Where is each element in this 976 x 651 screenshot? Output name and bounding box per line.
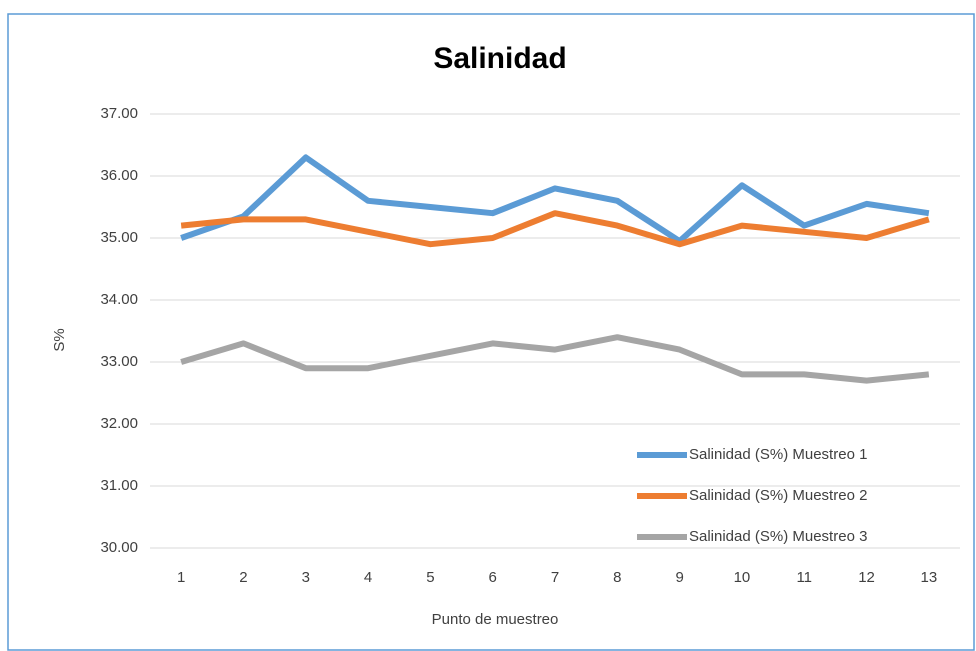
x-tick-label: 3 bbox=[302, 569, 310, 586]
series-line bbox=[180, 154, 930, 245]
x-tick-label: 10 bbox=[734, 569, 751, 586]
x-tick-label: 9 bbox=[675, 569, 683, 586]
y-tick-label: 31.00 bbox=[100, 477, 138, 494]
x-axis-label: Punto de muestreo bbox=[432, 611, 559, 628]
x-tick-label: 8 bbox=[613, 569, 621, 586]
y-tick-label: 32.00 bbox=[100, 415, 138, 432]
y-tick-label: 36.00 bbox=[100, 167, 138, 184]
legend-label: Salinidad (S%) Muestreo 3 bbox=[689, 528, 867, 545]
x-tick-label: 4 bbox=[364, 569, 372, 586]
series-line bbox=[180, 210, 930, 248]
legend-label: Salinidad (S%) Muestreo 1 bbox=[689, 446, 867, 463]
x-tick-label: 5 bbox=[426, 569, 434, 586]
y-tick-label: 37.00 bbox=[100, 105, 138, 122]
chart-title: Salinidad bbox=[433, 42, 566, 75]
x-tick-label: 1 bbox=[177, 569, 185, 586]
chart-frame bbox=[7, 13, 975, 651]
x-tick-label: 6 bbox=[489, 569, 497, 586]
x-tick-label: 11 bbox=[796, 569, 812, 586]
y-tick-label: 35.00 bbox=[100, 229, 138, 246]
x-tick-label: 2 bbox=[239, 569, 247, 586]
y-tick-label: 34.00 bbox=[100, 291, 138, 308]
series-line bbox=[180, 334, 930, 384]
x-tick-label: 13 bbox=[921, 569, 938, 586]
x-tick-label: 7 bbox=[551, 569, 559, 586]
legend-label: Salinidad (S%) Muestreo 2 bbox=[689, 487, 867, 504]
x-tick-label: 12 bbox=[858, 569, 875, 586]
y-axis-label: S% bbox=[51, 328, 68, 351]
y-tick-label: 30.00 bbox=[100, 539, 138, 556]
y-tick-label: 33.00 bbox=[100, 353, 138, 370]
